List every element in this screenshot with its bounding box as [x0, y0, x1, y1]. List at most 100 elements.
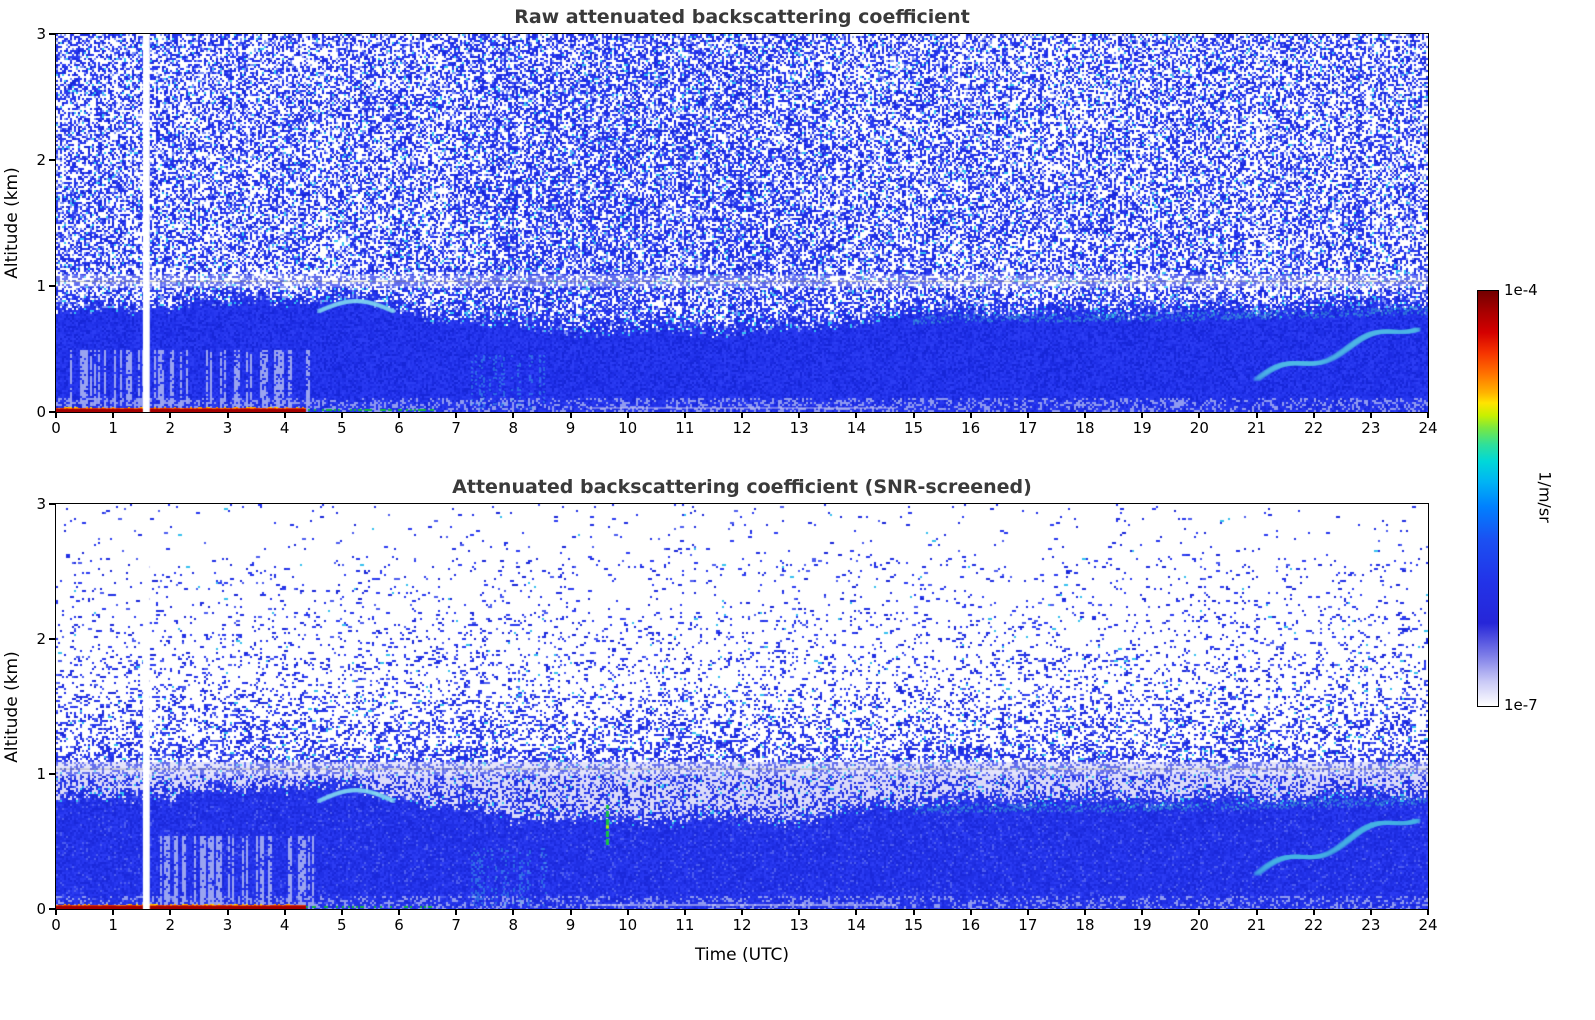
x-axis-label: Time (UTC): [695, 945, 789, 965]
panel-screened-title: Attenuated backscattering coefficient (S…: [452, 476, 1032, 498]
x-tick-label: 19: [1132, 419, 1152, 437]
x-tick-mark: [912, 909, 915, 915]
x-tick-mark: [741, 909, 743, 915]
x-tick-mark: [798, 412, 801, 418]
x-tick-mark: [1026, 909, 1029, 915]
x-tick-label: 0: [51, 419, 61, 437]
x-tick-label: 22: [1304, 916, 1324, 934]
x-tick-mark: [512, 412, 515, 418]
x-tick-label: 5: [337, 916, 347, 934]
x-tick-mark: [169, 909, 172, 915]
y-tick-mark: [49, 411, 55, 413]
panel-screened-ylabel: Altitude (km): [2, 650, 22, 763]
y-tick-mark: [49, 908, 55, 910]
x-tick-mark: [55, 412, 57, 418]
colorbar: [1477, 290, 1499, 707]
x-tick-label: 16: [961, 419, 981, 437]
x-tick-mark: [1427, 909, 1429, 915]
x-tick-mark: [283, 909, 286, 915]
x-tick-label: 6: [394, 916, 404, 934]
x-tick-mark: [569, 909, 572, 915]
x-tick-mark: [626, 909, 629, 915]
x-tick-label: 21: [1246, 419, 1267, 437]
x-tick-label: 5: [337, 419, 347, 437]
x-tick-label: 1: [108, 916, 118, 934]
x-tick-label: 13: [789, 419, 809, 437]
x-tick-mark: [455, 412, 458, 418]
x-tick-mark: [1427, 412, 1429, 418]
x-tick-mark: [1369, 412, 1372, 418]
x-tick-label: 17: [1018, 916, 1038, 934]
x-tick-mark: [1141, 909, 1144, 915]
y-tick-mark: [49, 503, 55, 505]
x-tick-label: 9: [565, 419, 576, 437]
x-tick-label: 13: [789, 916, 809, 934]
x-tick-label: 8: [508, 916, 519, 934]
x-tick-label: 3: [222, 916, 233, 934]
x-tick-label: 12: [732, 419, 752, 437]
x-tick-mark: [112, 412, 115, 418]
x-tick-label: 4: [279, 419, 290, 437]
panel-raw-title: Raw attenuated backscattering coefficien…: [514, 6, 970, 28]
x-tick-label: 1: [108, 419, 118, 437]
x-tick-mark: [512, 909, 515, 915]
x-tick-label: 22: [1304, 419, 1324, 437]
colorbar-max-label: 1e-4: [1504, 281, 1538, 299]
y-tick-label: 0: [36, 403, 46, 421]
x-tick-label: 9: [565, 916, 576, 934]
x-tick-label: 23: [1361, 916, 1381, 934]
x-tick-mark: [969, 909, 972, 915]
x-tick-mark: [455, 909, 458, 915]
x-tick-label: 24: [1418, 916, 1438, 934]
x-tick-mark: [112, 909, 115, 915]
x-tick-label: 2: [165, 419, 176, 437]
x-tick-label: 10: [618, 916, 638, 934]
y-tick-label: 1: [36, 277, 46, 295]
x-tick-label: 7: [451, 419, 461, 437]
x-tick-mark: [855, 412, 858, 418]
x-tick-label: 14: [846, 419, 866, 437]
x-tick-mark: [1312, 412, 1315, 418]
y-tick-mark: [49, 638, 55, 640]
y-tick-label: 3: [36, 25, 46, 43]
x-tick-mark: [683, 909, 686, 915]
x-tick-mark: [226, 412, 229, 418]
x-tick-label: 6: [394, 419, 404, 437]
panel-raw-ylabel: Altitude (km): [2, 167, 22, 279]
y-tick-label: 3: [36, 495, 46, 513]
x-tick-mark: [169, 412, 172, 418]
x-tick-label: 16: [961, 916, 981, 934]
x-tick-label: 0: [51, 916, 61, 934]
x-tick-label: 4: [279, 916, 290, 934]
y-tick-mark: [49, 159, 55, 161]
x-tick-mark: [398, 909, 400, 915]
colorbar-unit-label: 1/m/sr: [1535, 471, 1555, 523]
x-tick-label: 21: [1246, 916, 1267, 934]
x-tick-mark: [1255, 909, 1258, 915]
x-tick-mark: [912, 412, 915, 418]
raw-heatmap-canvas: [56, 34, 1428, 412]
x-tick-mark: [1312, 909, 1315, 915]
y-tick-mark: [49, 285, 55, 287]
x-tick-mark: [1198, 412, 1201, 418]
x-tick-mark: [340, 412, 343, 418]
y-tick-label: 1: [36, 765, 46, 783]
x-tick-label: 11: [675, 916, 695, 934]
y-tick-mark: [49, 773, 55, 775]
x-tick-mark: [741, 412, 743, 418]
x-tick-label: 18: [1075, 419, 1095, 437]
x-tick-mark: [1084, 412, 1086, 418]
panel-screened: Attenuated backscattering coefficient (S…: [2, 476, 1438, 965]
x-tick-label: 20: [1189, 419, 1209, 437]
x-tick-label: 17: [1018, 419, 1038, 437]
y-tick-label: 2: [36, 151, 46, 169]
x-tick-label: 15: [903, 419, 924, 437]
x-tick-mark: [340, 909, 343, 915]
x-tick-mark: [226, 909, 229, 915]
x-tick-mark: [1084, 909, 1086, 915]
x-tick-mark: [1198, 909, 1201, 915]
x-tick-mark: [283, 412, 286, 418]
x-tick-mark: [1369, 909, 1372, 915]
x-tick-mark: [969, 412, 972, 418]
x-tick-label: 20: [1189, 916, 1209, 934]
